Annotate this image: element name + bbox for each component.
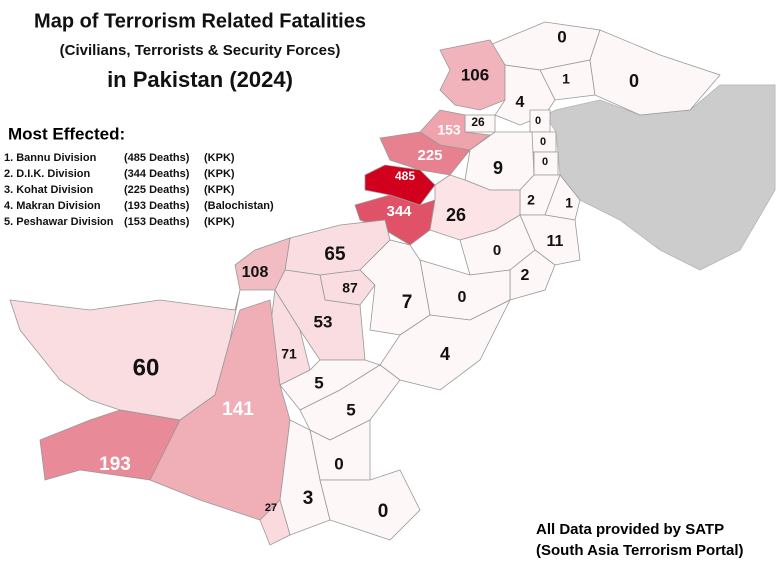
region-label: 2 (527, 192, 535, 208)
region-label: 53 (314, 312, 333, 331)
region-label: 26 (471, 115, 485, 129)
region-label: 0 (458, 289, 467, 306)
region-label: 7 (402, 292, 413, 313)
list-province: (KPK) (204, 168, 235, 180)
region (274, 269, 366, 361)
footer-line: All Data provided by SATP (536, 521, 724, 538)
region-label: 153 (437, 122, 461, 138)
list-heading: Most Effected: (8, 124, 125, 143)
title-2: in Pakistan (2024) (107, 67, 293, 92)
region-label: 0 (629, 71, 639, 91)
list-deaths: (225 Deaths) (124, 184, 190, 196)
list-name: 1. Bannu Division (4, 152, 97, 164)
region-label: 141 (222, 399, 254, 420)
list: 1. Bannu Division (485 Deaths) (KPK) 2. D.I… (4, 152, 274, 228)
region (589, 29, 721, 116)
list-province: (KPK) (204, 216, 235, 228)
title: Map of Terrorism Related Fatalities (34, 10, 366, 32)
region-label: 4 (440, 344, 450, 364)
list-deaths: (485 Deaths) (124, 152, 190, 164)
region-label: 60 (133, 354, 160, 381)
region-label: 9 (493, 158, 503, 178)
region (9, 289, 241, 421)
region-label: 27 (265, 502, 277, 514)
list-deaths: (344 Deaths) (124, 168, 190, 180)
list-province: (KPK) (204, 152, 235, 164)
region-label: 0 (334, 454, 343, 473)
region-label: 1 (562, 71, 570, 87)
list-name: 2. D.I.K. Division (4, 168, 90, 180)
region-label: 0 (540, 136, 546, 148)
list-name: 4. Makran Division (4, 200, 101, 212)
region-label: 1 (565, 195, 573, 211)
disputed-area (544, 84, 776, 271)
region-label: 87 (342, 280, 358, 296)
region-label: 106 (461, 65, 489, 84)
region-label: 3 (303, 488, 314, 509)
region-label: 0 (557, 27, 566, 46)
region-label: 344 (386, 203, 412, 220)
region-label: 2 (521, 267, 530, 284)
region-label: 26 (446, 205, 466, 225)
region-label: 108 (242, 264, 269, 281)
region (39, 409, 181, 481)
region (364, 164, 436, 206)
footer-line: (South Asia Terrorism Portal) (536, 542, 744, 559)
region-label: 4 (516, 94, 525, 111)
list-deaths: (153 Deaths) (124, 216, 190, 228)
list-province: (KPK) (204, 184, 235, 196)
region-label: 0 (542, 156, 548, 168)
list-province: (Balochistan) (204, 200, 274, 212)
region (379, 131, 471, 176)
region-label: 485 (395, 169, 415, 183)
region-label: 11 (547, 233, 564, 250)
region-label: 0 (493, 242, 501, 259)
region-label: 193 (99, 454, 131, 475)
subtitle: (Civilians, Terrorists & Security Forces… (60, 42, 341, 59)
region (439, 39, 506, 111)
region-label: 5 (314, 373, 323, 392)
region-label: 225 (417, 147, 442, 164)
region-label: 71 (281, 346, 297, 362)
region-label: 5 (346, 400, 355, 419)
region-label: 0 (378, 501, 389, 522)
region-label: 65 (324, 244, 346, 265)
list-name: 3. Kohat Division (4, 184, 94, 196)
list-deaths: (193 Deaths) (124, 200, 190, 212)
region (319, 469, 421, 541)
region-label: 0 (535, 115, 541, 127)
list-name: 5. Peshawar Division (4, 216, 114, 228)
region (259, 499, 291, 546)
